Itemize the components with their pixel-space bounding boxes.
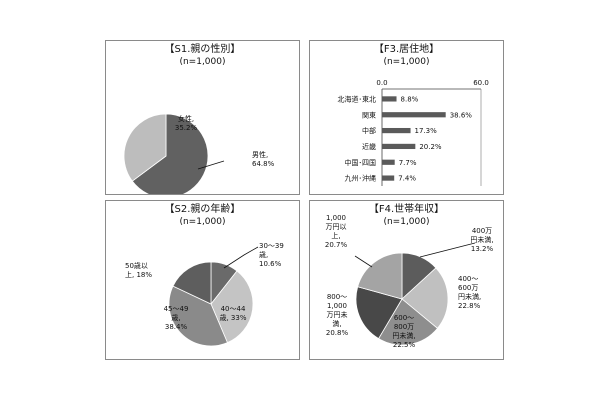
pie-slice: [168, 285, 228, 347]
chart-subtitle: (n=1,000): [179, 217, 226, 227]
pie-data-label: 400～ 600万円未満, 22.8%: [458, 275, 481, 310]
pie-slice: [172, 261, 212, 305]
category-label: 北海道･東北: [338, 94, 377, 103]
chart-title: 【F3.居住地】: [373, 44, 440, 55]
chart-subtitle: (n=1,000): [179, 57, 226, 67]
bar-value-label: 7.7%: [399, 159, 417, 167]
pie-data-label: 600～ 800万円未満, 22.5%: [392, 314, 415, 349]
chart-panel-parent-gender: 【S1.親の性別】 (n=1,000) 男性, 64.8% 女性, 35.2%: [105, 40, 300, 195]
pie-slice: [357, 252, 403, 300]
chart-panel-household-income: 【F4.世帯年収】 (n=1,000) 400万円未満, 13.2% 400～ 600…: [309, 200, 504, 360]
category-label: 中国･四国: [345, 158, 377, 167]
bar-chart-svg: 0.0 60.0 北海道･東北 8.8% 関東 38.6% 中部 17.3% 近畿 20.2% 中…: [338, 79, 489, 186]
category-label: 近畿: [362, 142, 376, 151]
leader-line: [197, 160, 225, 170]
category-label: 関東: [362, 110, 376, 119]
pie-data-label: 30～39 歳, 10.6%: [259, 242, 284, 268]
pie-data-label: 400万円未満, 13.2%: [470, 227, 493, 253]
pie-data-label: 50歳以上, 18%: [125, 261, 152, 279]
leader-line: [354, 255, 373, 268]
bar: [382, 112, 446, 118]
bar-value-label: 7.4%: [398, 175, 416, 183]
chart-title: 【F4.世帯年収】: [368, 204, 445, 215]
category-label: 中部: [362, 126, 376, 135]
chart-title: 【S1.親の性別】: [164, 44, 241, 55]
bar: [382, 127, 411, 134]
bar: [382, 175, 395, 181]
pie-slice: [123, 113, 167, 182]
pie-chart-svg: 30～39 歳, 10.6% 40～44 歳, 33% 45～49 歳, 38.4% 50歳以上…: [125, 242, 284, 347]
x-tick-label: 60.0: [473, 79, 489, 87]
bar-value-label: 8.8%: [401, 95, 419, 103]
bar: [382, 159, 395, 165]
bar-value-label: 17.3%: [415, 127, 438, 135]
pie-data-label: 45～49 歳, 38.4%: [164, 305, 189, 331]
leader-line: [419, 242, 476, 258]
leader-line: [223, 246, 259, 269]
bar: [382, 143, 416, 150]
chart-subtitle: (n=1,000): [383, 217, 430, 227]
pie-slice: [401, 267, 449, 329]
pie-data-label: 800～ 1,000 万円未満, 20.8%: [326, 293, 349, 337]
bar-value-label: 38.6%: [450, 111, 473, 119]
bar: [382, 96, 397, 102]
pie-slice: [355, 286, 403, 340]
pie-chart-svg: 400万円未満, 13.2% 400～ 600万円未満, 22.8% 600～ 800万円未…: [325, 214, 494, 349]
category-label: 九州･沖縄: [345, 174, 377, 183]
pie-slice: [378, 298, 439, 346]
pie-data-label: 女性, 35.2%: [175, 114, 198, 132]
pie-data-label: 1,000 万円以上, 20.7%: [325, 214, 348, 249]
pie-chart-svg: 男性, 64.8% 女性, 35.2%: [123, 113, 275, 194]
chart-subtitle: (n=1,000): [383, 57, 430, 67]
x-tick-label: 0.0: [376, 79, 387, 87]
pie-slice: [210, 270, 254, 344]
bar-value-label: 20.2%: [419, 143, 442, 151]
pie-data-label: 男性, 64.8%: [252, 150, 275, 168]
chart-panel-residence: 【F3.居住地】 (n=1,000) 0.0 60.0 北海道･東北 8.8% 関東 3…: [309, 40, 504, 195]
pie-data-label: 40～44 歳, 33%: [219, 305, 246, 322]
pie-slice: [131, 113, 209, 194]
chart-panel-parent-age: 【S2.親の年齢】 (n=1,000) 30～39 歳, 10.6% 40～44 歳, …: [105, 200, 300, 360]
chart-title: 【S2.親の年齢】: [164, 204, 241, 215]
